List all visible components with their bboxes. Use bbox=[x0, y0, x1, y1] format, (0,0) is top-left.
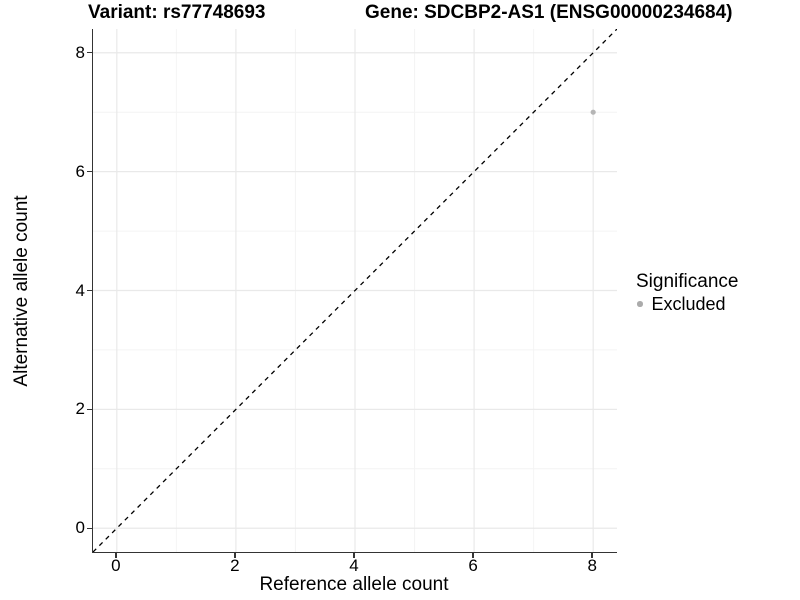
legend-item: Excluded bbox=[636, 294, 738, 314]
legend: Significance Excluded bbox=[636, 271, 738, 314]
y-tick-label: 2 bbox=[75, 399, 85, 419]
y-tick-label: 4 bbox=[75, 280, 85, 300]
y-axis-tick bbox=[87, 170, 92, 173]
y-tick-label: 0 bbox=[75, 518, 85, 538]
x-axis-title: Reference allele count bbox=[259, 574, 449, 595]
y-tick-label: 6 bbox=[75, 161, 85, 181]
x-axis-tick bbox=[115, 553, 117, 558]
x-tick-label: 2 bbox=[230, 556, 240, 575]
y-axis-tick bbox=[87, 52, 92, 54]
x-axis-tick bbox=[472, 553, 474, 558]
x-tick-label: 6 bbox=[468, 556, 478, 575]
variant-title: Variant: rs77748693 bbox=[88, 2, 266, 23]
gene-title: Gene: SDCBP2-AS1 (ENSG00000234684) bbox=[365, 2, 733, 23]
y-axis-tick bbox=[87, 408, 92, 411]
y-tick-label: 8 bbox=[75, 42, 85, 62]
x-tick-label: 0 bbox=[111, 556, 121, 575]
legend-title: Significance bbox=[636, 271, 739, 292]
legend-key-dot-icon bbox=[637, 301, 643, 307]
data-point bbox=[590, 109, 596, 115]
plot-panel bbox=[92, 29, 617, 553]
legend-items: Excluded bbox=[636, 294, 738, 314]
x-tick-label: 8 bbox=[587, 556, 597, 575]
x-tick-label: 4 bbox=[349, 556, 359, 575]
y-axis-tick bbox=[87, 527, 92, 529]
y-axis-tick bbox=[87, 289, 92, 292]
identity-reference-line bbox=[93, 29, 617, 552]
x-axis-tick bbox=[591, 553, 593, 558]
x-axis-tick bbox=[234, 553, 236, 558]
legend-item-label: Excluded bbox=[651, 294, 726, 314]
panel-canvas bbox=[93, 29, 617, 552]
x-axis-tick bbox=[353, 553, 355, 558]
